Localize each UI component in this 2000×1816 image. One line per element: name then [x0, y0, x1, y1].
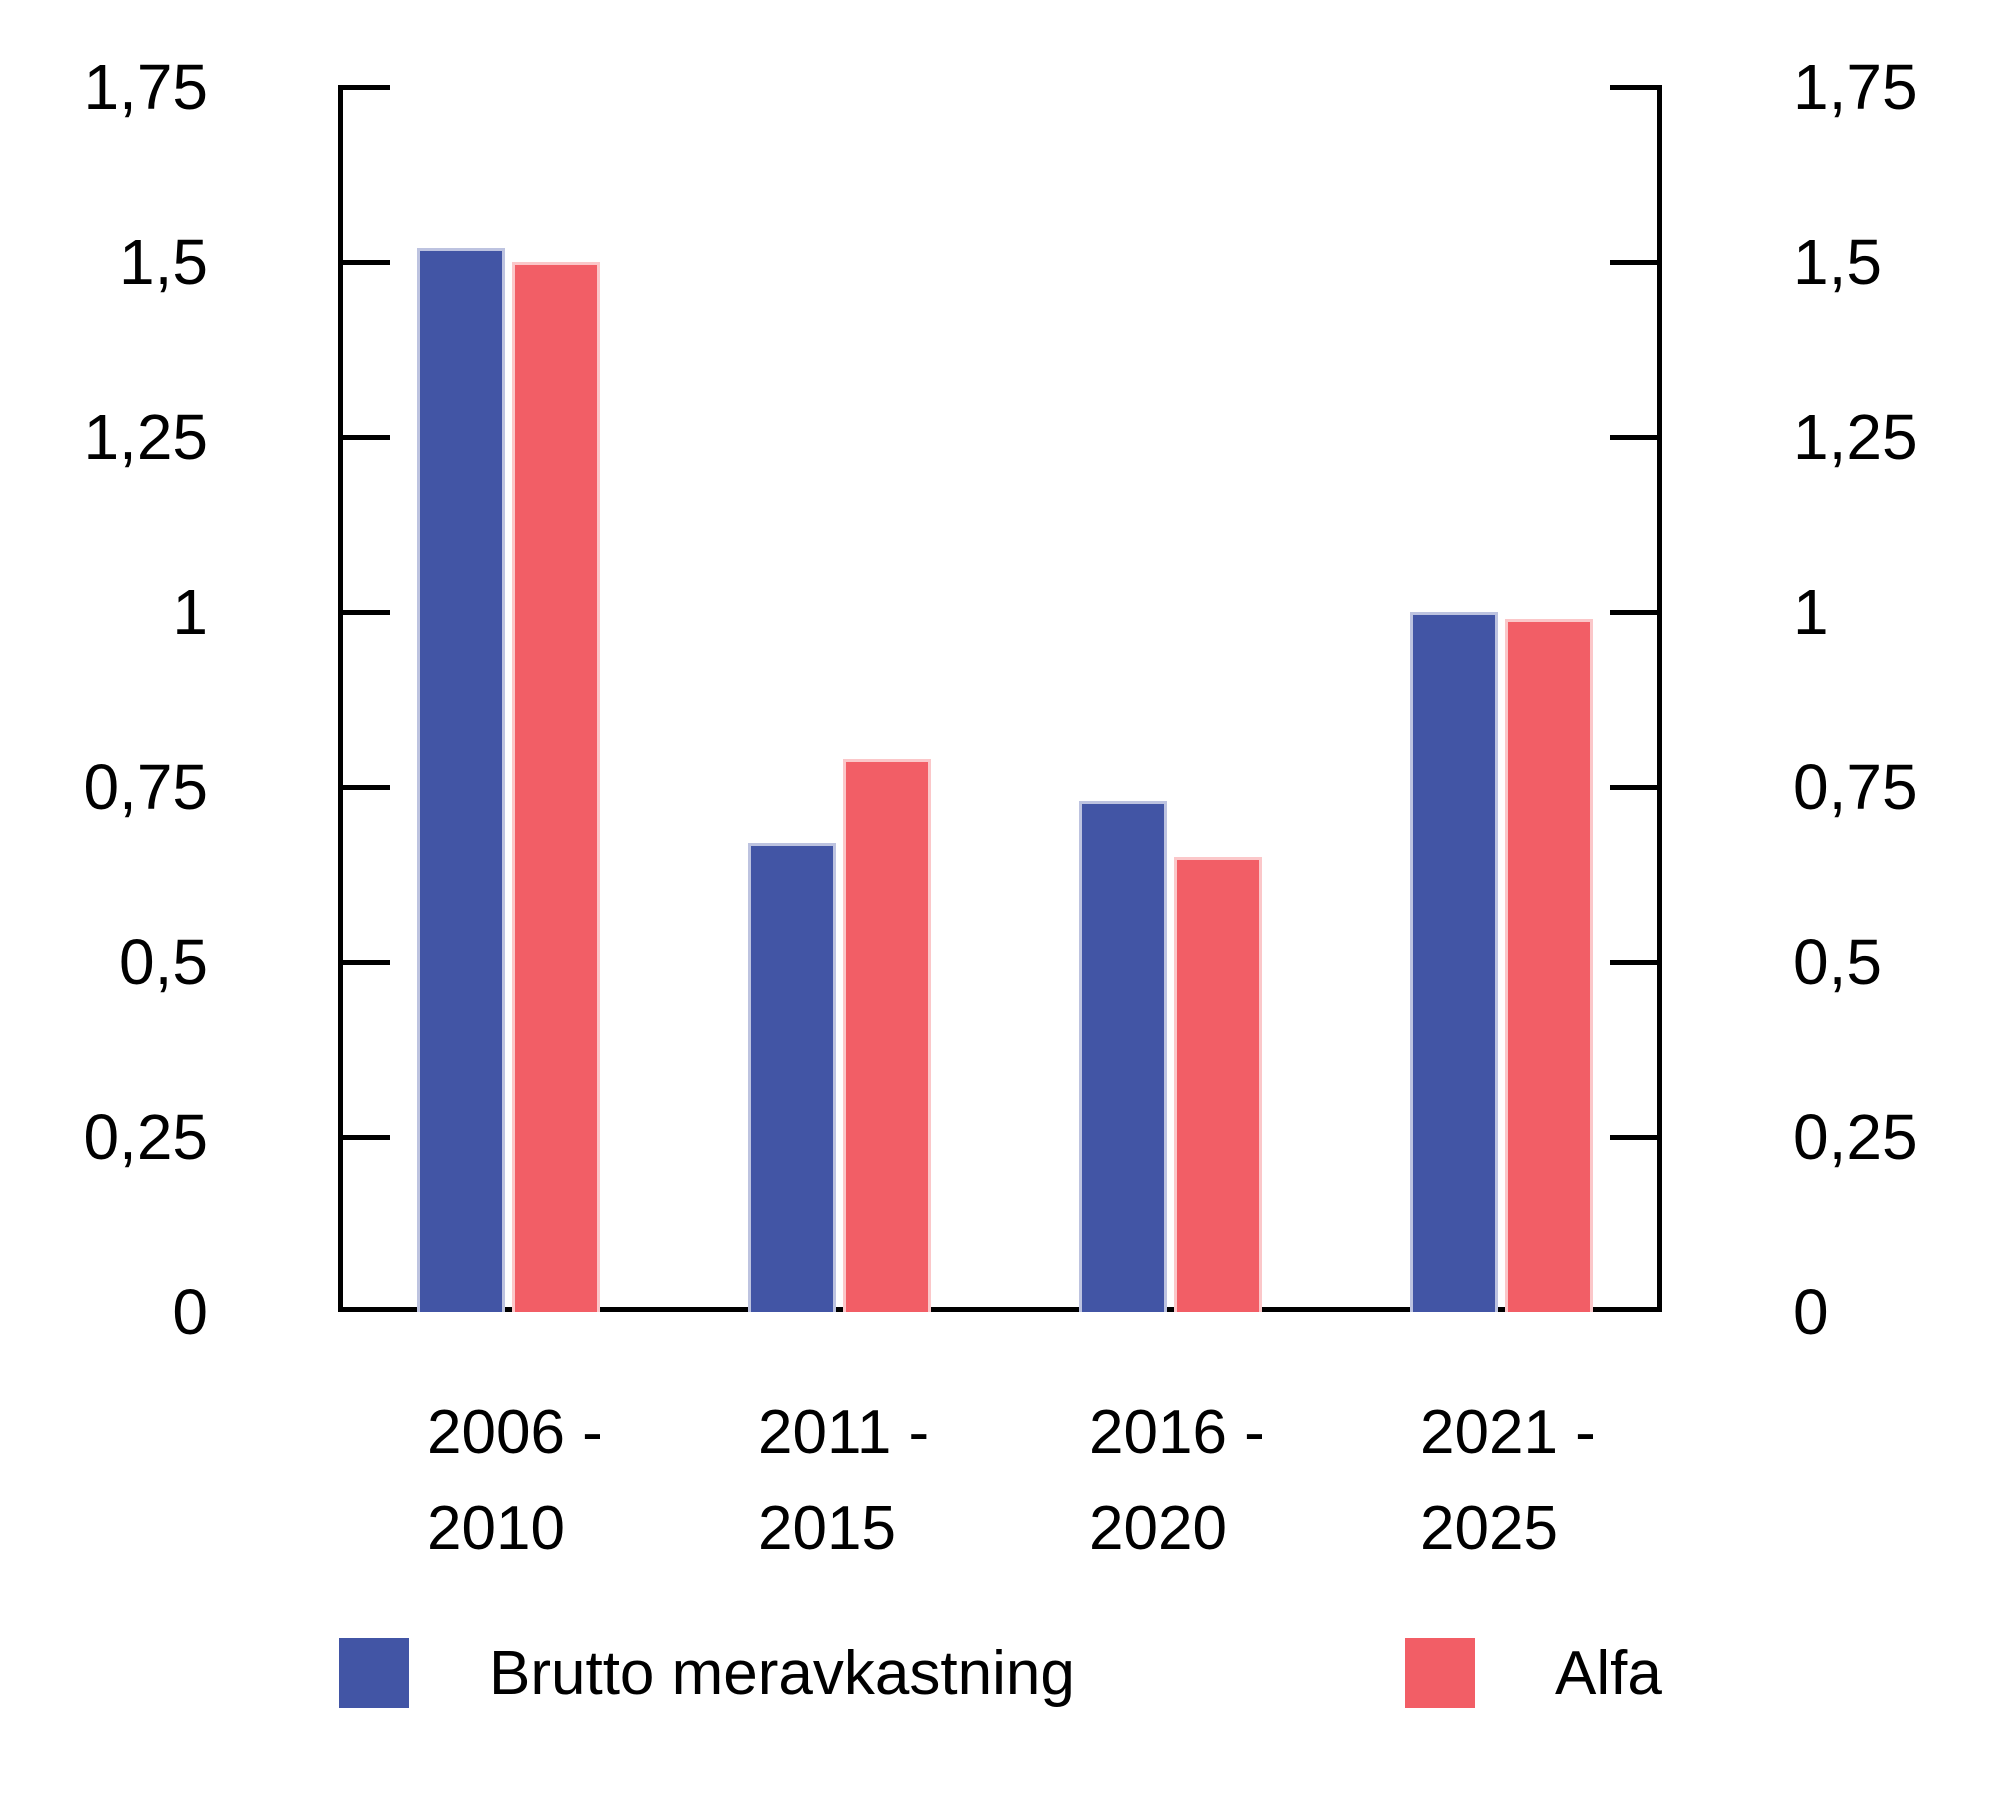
x-category-label-line: 2011 - — [758, 1398, 930, 1467]
y-tick-label-left-0-75: 0,75 — [83, 751, 208, 823]
y-tick-label-left-1: 1 — [172, 576, 208, 648]
y-tick-right-0-5 — [1610, 960, 1662, 965]
y-tick-label-right-0-75: 0,75 — [1793, 751, 1918, 823]
y-tick-label-right-1-75: 1,75 — [1793, 51, 1918, 123]
y-tick-left-1 — [338, 610, 390, 615]
y-tick-label-right-1-25: 1,25 — [1793, 401, 1918, 473]
y-tick-left-0-25 — [338, 1135, 390, 1140]
y-tick-left-0-5 — [338, 960, 390, 965]
x-category-label-line: 2021 - — [1420, 1398, 1596, 1467]
x-category-label-line: 2010 — [427, 1494, 565, 1563]
y-tick-left-1-75 — [338, 85, 390, 90]
bar-brutto-meravkastning-2006-2010 — [417, 248, 505, 1312]
y-tick-label-right-0-25: 0,25 — [1793, 1101, 1918, 1173]
y-tick-label-left-1-75: 1,75 — [83, 51, 208, 123]
y-tick-right-0-75 — [1610, 785, 1662, 790]
x-category-label-line: 2025 — [1420, 1494, 1558, 1563]
y-tick-right-1-75 — [1610, 85, 1662, 90]
y-tick-label-right-0: 0 — [1793, 1276, 1829, 1348]
y-tick-left-1-5 — [338, 260, 390, 265]
bar-alfa-2016-2020 — [1174, 857, 1262, 1312]
y-tick-label-right-1-5: 1,5 — [1793, 226, 1882, 298]
legend-item-alfa: Alfa — [1405, 1637, 1662, 1709]
y-tick-label-left-0-25: 0,25 — [83, 1101, 208, 1173]
bar-alfa-2021-2025 — [1505, 619, 1593, 1312]
y-tick-right-1-5 — [1610, 260, 1662, 265]
legend-item-brutto-meravkastning: Brutto meravkastning — [339, 1637, 1075, 1709]
plot-area — [338, 87, 1662, 1312]
x-category-label-line: 2006 - — [427, 1398, 603, 1467]
bar-alfa-2011-2015 — [843, 759, 931, 1312]
y-tick-right-1-25 — [1610, 435, 1662, 440]
y-tick-right-0-25 — [1610, 1135, 1662, 1140]
y-tick-label-right-1: 1 — [1793, 576, 1829, 648]
bar-brutto-meravkastning-2011-2015 — [748, 843, 836, 1312]
legend-label-alfa: Alfa — [1555, 1638, 1662, 1708]
y-tick-left-1-25 — [338, 435, 390, 440]
y-tick-label-left-1-5: 1,5 — [119, 226, 208, 298]
y-tick-label-left-1-25: 1,25 — [83, 401, 208, 473]
legend-swatch-alfa — [1405, 1638, 1475, 1708]
x-category-label-line: 2020 — [1089, 1494, 1227, 1563]
y-tick-left-0-75 — [338, 785, 390, 790]
y-tick-right-1 — [1610, 610, 1662, 615]
x-category-label-2011-2015: 2011 - 2015 — [758, 1385, 1058, 1577]
bar-brutto-meravkastning-2021-2025 — [1410, 612, 1498, 1312]
x-category-label-2006-2010: 2006 - 2010 — [427, 1385, 727, 1577]
x-category-label-line: 2015 — [758, 1494, 896, 1563]
legend-label-brutto-meravkastning: Brutto meravkastning — [489, 1638, 1075, 1708]
y-tick-label-left-0-5: 0,5 — [119, 926, 208, 998]
x-category-label-2021-2025: 2021 - 2025 — [1420, 1385, 1720, 1577]
x-category-label-line: 2016 - — [1089, 1398, 1265, 1467]
y-tick-label-left-0: 0 — [172, 1276, 208, 1348]
y-tick-label-right-0-5: 0,5 — [1793, 926, 1882, 998]
bar-alfa-2006-2010 — [512, 262, 600, 1312]
x-category-label-2016-2020: 2016 - 2020 — [1089, 1385, 1389, 1577]
legend-swatch-brutto-meravkastning — [339, 1638, 409, 1708]
bar-brutto-meravkastning-2016-2020 — [1079, 801, 1167, 1312]
